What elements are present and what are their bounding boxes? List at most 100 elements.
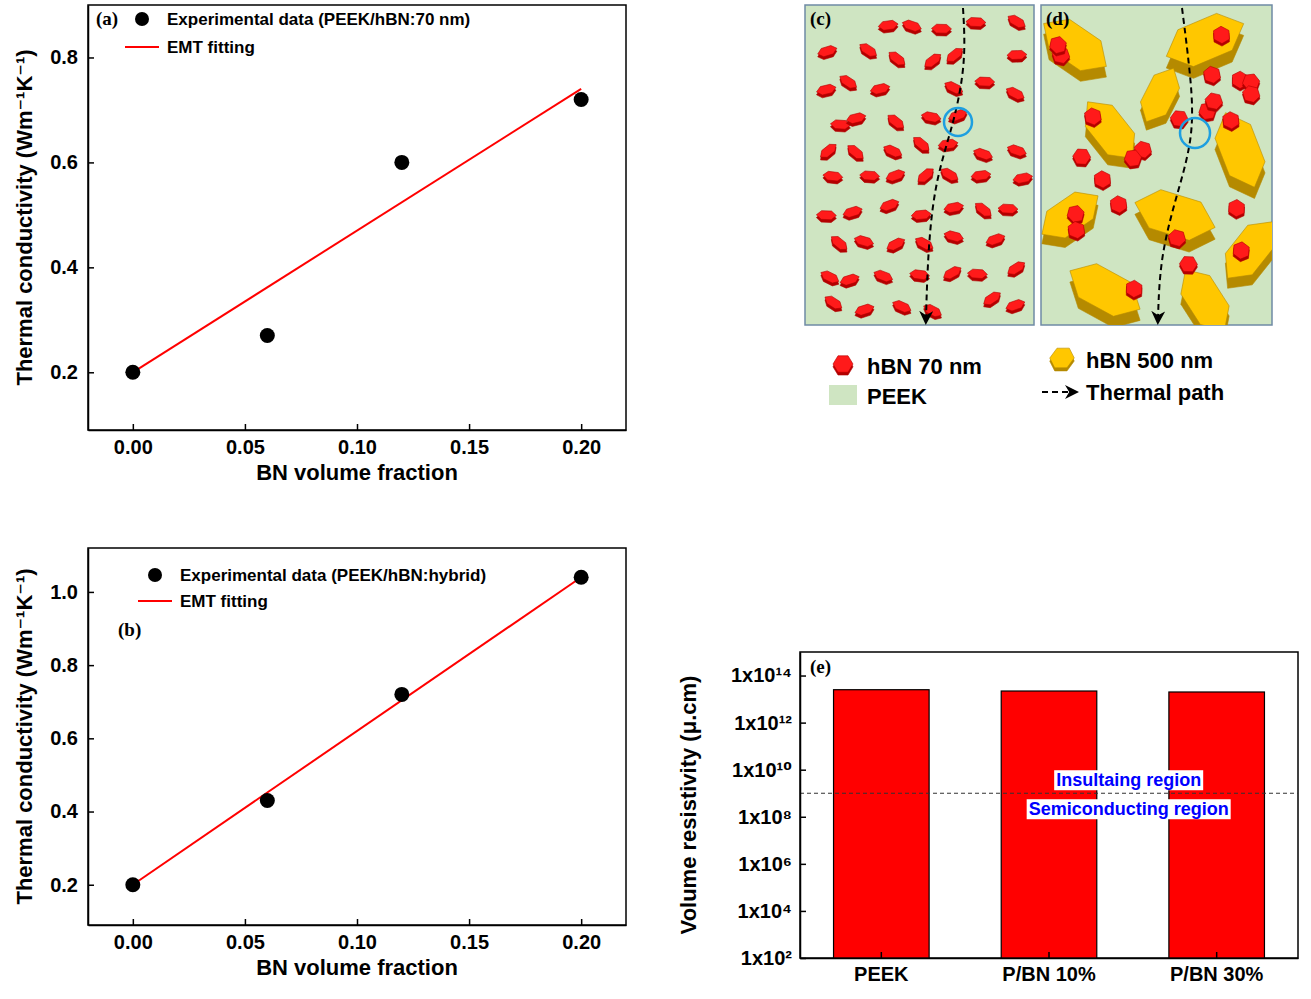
y-axis: 0.2 0.4 0.6 0.8 — [50, 6, 94, 431]
y-tick-mark — [88, 162, 94, 164]
y-tick: 0.6 — [50, 151, 94, 173]
data-point — [260, 328, 275, 343]
small-hbn — [823, 171, 843, 181]
y-tick-label: 0.8 — [50, 654, 78, 676]
label-background — [1054, 770, 1203, 790]
small-hbn — [1094, 171, 1110, 188]
bar — [1001, 691, 1097, 958]
small-hbn — [818, 46, 837, 57]
y-tick-label: 1.0 — [50, 581, 78, 603]
annotation: Semiconducting region — [1029, 799, 1229, 819]
small-hbn — [931, 24, 951, 33]
legend-marker — [135, 12, 149, 26]
x-tick-mark — [469, 919, 471, 925]
small-hbn — [889, 52, 905, 65]
y-tick: 1x10⁸ — [738, 806, 806, 828]
legend-label: PEEK — [867, 384, 927, 409]
small-hbn — [1242, 86, 1259, 103]
y-tick-label: 0.2 — [50, 361, 78, 383]
x-tick: P/BN 30% — [1170, 952, 1264, 985]
contact-highlight — [1180, 118, 1210, 148]
large-hbn — [1042, 192, 1098, 238]
large-hbn — [1166, 13, 1243, 66]
small-hbn — [1050, 37, 1067, 54]
small-hbn — [821, 271, 839, 283]
y-tick: 0.2 — [50, 361, 94, 383]
x-tick-label: P/BN 10% — [1002, 963, 1096, 985]
y-tick-mark — [88, 665, 94, 667]
y-tick: 1x10² — [741, 947, 806, 969]
small-hbn — [1013, 173, 1033, 183]
data-point — [260, 793, 275, 808]
small-hbn — [817, 84, 836, 95]
legend-label: Thermal path — [1086, 380, 1224, 405]
small-hbn — [860, 171, 880, 180]
y-axis-line — [88, 6, 90, 431]
small-hbn — [855, 304, 874, 315]
x-tick-mark — [357, 424, 359, 430]
small-hbn — [848, 146, 863, 159]
x-tick-mark — [581, 919, 583, 925]
small-hbn — [998, 204, 1018, 213]
small-hbn — [1007, 145, 1026, 156]
legend-label: EMT fitting — [167, 38, 255, 57]
data-point — [125, 877, 140, 892]
small-hbn — [887, 238, 905, 250]
small-hbn — [941, 168, 958, 181]
small-hbn — [948, 110, 967, 122]
y-tick-label: 1x10⁴ — [738, 900, 792, 922]
legend-label: EMT fitting — [180, 592, 268, 611]
small-hbn — [974, 148, 993, 159]
panel-label: (c) — [810, 8, 831, 30]
legend-marker — [148, 568, 162, 582]
small-hbn — [888, 115, 904, 128]
y-tick-mark — [88, 811, 94, 813]
small-hbn — [1007, 50, 1027, 59]
y-tick: 0.4 — [50, 800, 94, 822]
legend-line — [138, 600, 172, 602]
small-hbn — [966, 18, 986, 27]
small-hbn — [986, 234, 1005, 245]
x-tick-label: 0.00 — [114, 436, 153, 458]
legend-label: hBN 500 nm — [1086, 348, 1213, 373]
x-axis-title: BN volume fraction — [256, 460, 458, 485]
small-hbn — [854, 236, 873, 247]
y-tick: 1x10¹⁰ — [732, 759, 806, 781]
x-tick: 0.20 — [562, 424, 601, 458]
y-tick-mark — [88, 884, 94, 886]
small-hbn — [874, 270, 893, 282]
x-tick-mark — [1048, 952, 1050, 958]
diagram-panel: (d) — [1041, 5, 1275, 340]
y-axis: 1x10²1x10⁴1x10⁶1x10⁸1x10¹⁰1x10¹²1x10¹⁴ — [731, 653, 806, 969]
x-axis: PEEKP/BN 10%P/BN 30% — [801, 952, 1299, 985]
small-hbn — [1085, 108, 1102, 125]
x-tick: P/BN 10% — [1002, 952, 1096, 985]
x-tick-mark — [357, 919, 359, 925]
x-tick: 0.15 — [450, 919, 489, 953]
small-hbn — [902, 20, 921, 31]
small-hbn — [1067, 206, 1084, 223]
y-tick-label: 0.4 — [50, 256, 79, 278]
y-axis-line — [88, 549, 90, 926]
x-tick-mark — [581, 424, 583, 430]
legend-label: Experimental data (PEEK/hBN:hybrid) — [180, 566, 486, 585]
x-tick: 0.05 — [226, 424, 265, 458]
data-point — [125, 365, 140, 380]
bar — [834, 690, 930, 958]
y-tick: 0.8 — [50, 46, 94, 68]
x-tick-label: 0.10 — [338, 436, 377, 458]
legend-thermal-path — [1042, 391, 1072, 393]
y-tick-mark — [800, 722, 806, 724]
legend-label: Experimental data (PEEK/hBN:70 nm) — [167, 10, 470, 29]
y-tick-label: 0.4 — [50, 800, 79, 822]
panel-label: (d) — [1046, 8, 1069, 30]
y-tick-label: 1x10¹² — [734, 712, 792, 734]
small-hbn — [1008, 262, 1025, 275]
y-tick: 1.0 — [50, 581, 94, 603]
y-tick-label: 0.6 — [50, 727, 78, 749]
small-hbn — [914, 137, 929, 150]
x-axis-title: BN volume fraction — [256, 955, 458, 980]
small-hbn — [975, 77, 995, 86]
x-tick: 0.05 — [226, 919, 265, 953]
reference-line — [800, 793, 1298, 794]
